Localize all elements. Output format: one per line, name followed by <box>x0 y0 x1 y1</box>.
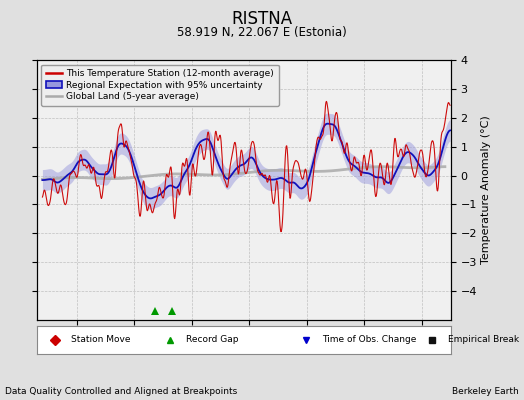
Text: Empirical Break: Empirical Break <box>447 336 519 344</box>
Text: 58.919 N, 22.067 E (Estonia): 58.919 N, 22.067 E (Estonia) <box>177 26 347 39</box>
Y-axis label: Temperature Anomaly (°C): Temperature Anomaly (°C) <box>481 116 491 264</box>
Text: Station Move: Station Move <box>71 336 130 344</box>
Text: RISTNA: RISTNA <box>232 10 292 28</box>
Text: Time of Obs. Change: Time of Obs. Change <box>322 336 417 344</box>
Text: Data Quality Controlled and Aligned at Breakpoints: Data Quality Controlled and Aligned at B… <box>5 387 237 396</box>
Text: Berkeley Earth: Berkeley Earth <box>452 387 519 396</box>
Legend: This Temperature Station (12-month average), Regional Expectation with 95% uncer: This Temperature Station (12-month avera… <box>41 64 279 106</box>
Text: Record Gap: Record Gap <box>186 336 238 344</box>
